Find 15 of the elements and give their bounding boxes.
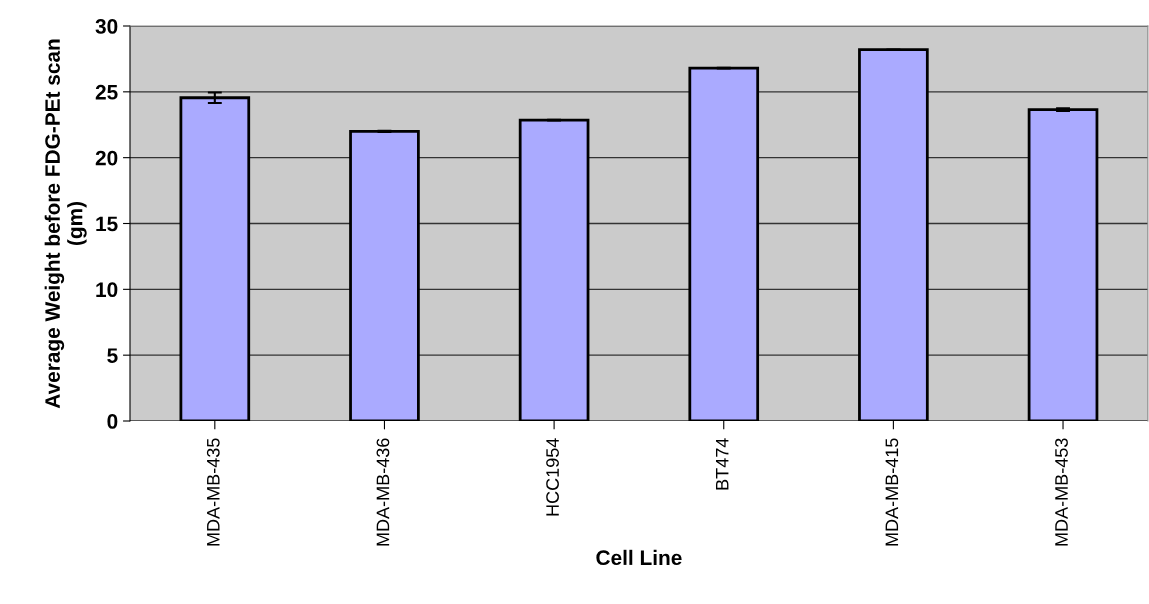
x-axis-title: Cell Line	[596, 549, 682, 566]
y-tick-label: 30	[95, 19, 118, 34]
x-tick-label: BT474	[715, 438, 729, 490]
y-tick-label: 5	[107, 348, 118, 363]
y-axis-title: Average Weight before FDG-PEt scan (gm)	[44, 39, 87, 409]
x-tick-label: MDA-MB-415	[885, 438, 899, 546]
x-tick-label: HCC1954	[546, 438, 559, 516]
y-tick-label: 15	[96, 216, 118, 232]
y-tick-label: 10	[96, 282, 118, 298]
y-tick-label: 0	[107, 414, 118, 429]
y-tick-label: 25	[95, 84, 118, 100]
x-tick-label: MDA-MB-435	[206, 438, 220, 546]
y-tick-label: 20	[95, 150, 118, 166]
x-tick-label: MDA-MB-453	[1055, 438, 1068, 546]
x-tick-label: MDA-MB-436	[376, 438, 390, 546]
